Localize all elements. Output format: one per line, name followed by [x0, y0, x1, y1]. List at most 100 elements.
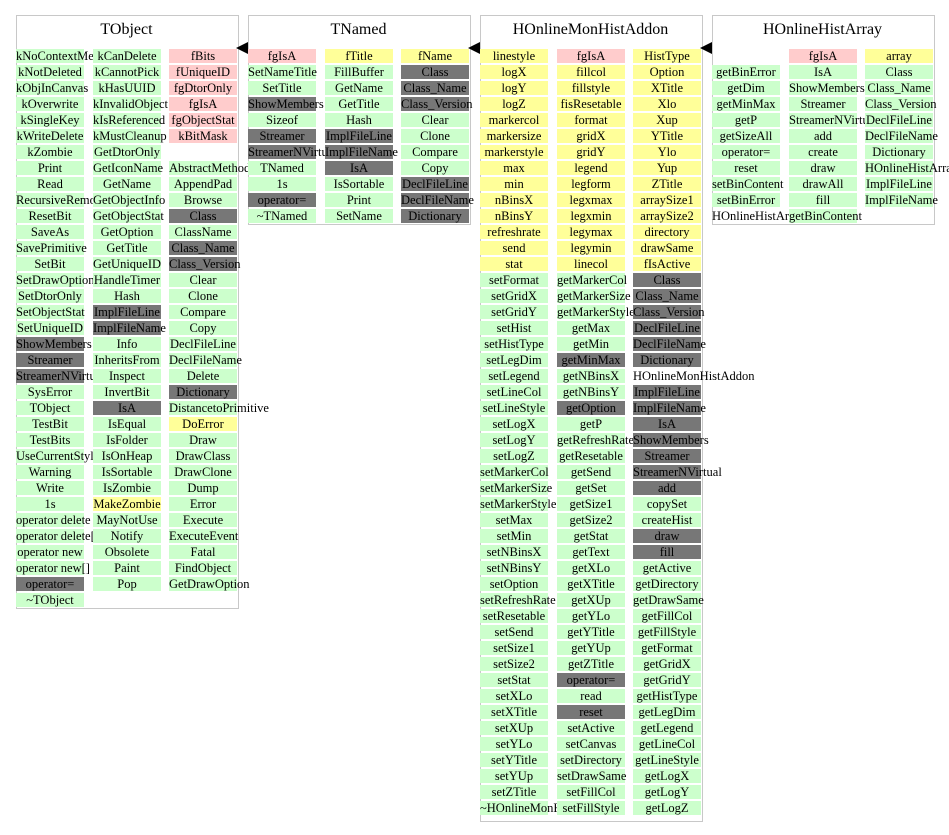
- member-cell: getXLo: [557, 561, 625, 575]
- member-cell: StreamerNVirtual: [248, 145, 337, 159]
- member-cell: kNoContextMenu: [16, 49, 107, 63]
- member-cell: Xup: [633, 113, 701, 127]
- member-cell: 1s: [16, 497, 84, 511]
- honlinehistarray-column-2: fgIsA IsA ShowMembers Streamer StreamerNVirt…: [789, 49, 878, 223]
- member-cell: setMarkerStyle: [480, 497, 557, 511]
- member-cell: kMustCleanup: [93, 129, 167, 143]
- member-cell: fUniqueID: [169, 65, 237, 79]
- member-cell: fill: [789, 193, 857, 207]
- member-cell: setGridX: [480, 289, 548, 303]
- member-cell: Read: [16, 177, 84, 191]
- member-cell: DrawClass: [169, 449, 237, 463]
- member-cell: [712, 49, 780, 63]
- member-cell: Streamer: [16, 353, 84, 367]
- member-cell: Copy: [169, 321, 237, 335]
- member-cell: setMin: [480, 529, 548, 543]
- member-cell: kZombie: [16, 145, 84, 159]
- member-cell: DeclFileName: [169, 353, 242, 367]
- member-cell: fgIsA: [557, 49, 625, 63]
- member-cell: getLegDim: [633, 705, 701, 719]
- member-cell: setNBinsY: [480, 561, 548, 575]
- member-cell: getFormat: [633, 641, 701, 655]
- member-cell: Sizeof: [248, 113, 316, 127]
- member-cell: GetName: [93, 177, 161, 191]
- member-cell: kOverwrite: [16, 97, 84, 111]
- member-cell: ImplFileLine: [93, 305, 161, 319]
- member-cell: Browse: [169, 193, 237, 207]
- member-cell: setYTitle: [480, 753, 548, 767]
- member-cell: setCanvas: [557, 737, 625, 751]
- member-cell: Print: [325, 193, 393, 207]
- member-cell: setResetable: [480, 609, 548, 623]
- member-cell: FindObject: [169, 561, 237, 575]
- member-cell: SavePrimitive: [16, 241, 87, 255]
- member-cell: reset: [712, 161, 780, 175]
- member-cell: Delete: [169, 369, 237, 383]
- member-cell: Class_Name: [169, 241, 237, 255]
- member-cell: Streamer: [789, 97, 857, 111]
- member-cell: IsA: [93, 401, 161, 415]
- member-cell: Inspect: [93, 369, 161, 383]
- member-cell: legymax: [557, 225, 625, 239]
- member-cell: getP: [557, 417, 625, 431]
- member-cell: getLineStyle: [633, 753, 701, 767]
- member-cell: SetNameTitle: [248, 65, 317, 79]
- member-cell: getXTitle: [557, 577, 625, 591]
- member-cell: draw: [789, 161, 857, 175]
- member-cell: XTitle: [633, 81, 701, 95]
- member-cell: DeclFileName: [401, 193, 474, 207]
- member-cell: fisResetable: [557, 97, 625, 111]
- member-cell: SetUniqueID: [16, 321, 84, 335]
- member-cell: operator new[]: [16, 561, 90, 575]
- member-cell: setSend: [480, 625, 548, 639]
- member-cell: ShowMembers: [789, 81, 865, 95]
- member-cell: refreshrate: [480, 225, 548, 239]
- member-cell: getDim: [712, 81, 780, 95]
- inheritance-arrow-honlinehistarray: [700, 42, 712, 54]
- inheritance-arrow-tnamed: [236, 42, 248, 54]
- member-cell: DeclFileLine: [169, 337, 237, 351]
- member-cell: Streamer: [633, 449, 701, 463]
- member-cell: ImplFileLine: [325, 129, 393, 143]
- member-cell: array: [865, 49, 933, 63]
- member-cell: Write: [16, 481, 84, 495]
- member-cell: copySet: [633, 497, 701, 511]
- member-cell: getMax: [557, 321, 625, 335]
- member-cell: Draw: [169, 433, 237, 447]
- honlinehistarray-column-1: getBinError getDim getMinMax getP getSizeAll…: [712, 49, 805, 223]
- tnamed-column-2: fTitle FillBuffer GetName GetTitle Hash ImplF…: [325, 49, 398, 223]
- member-cell: setXLo: [480, 689, 548, 703]
- member-cell: operator=: [16, 577, 84, 591]
- member-cell: setNBinsX: [480, 545, 548, 559]
- member-cell: Compare: [169, 305, 237, 319]
- member-cell: kObjInCanvas: [16, 81, 89, 95]
- member-cell: GetIconName: [93, 161, 164, 175]
- member-cell: stat: [480, 257, 548, 271]
- member-cell: drawSame: [633, 241, 701, 255]
- member-cell: ImplFileLine: [865, 177, 933, 191]
- member-cell: fill: [633, 545, 701, 559]
- member-cell: DeclFileLine: [865, 113, 933, 127]
- member-cell: SetDrawOption: [16, 273, 95, 287]
- member-cell: IsA: [789, 65, 857, 79]
- member-cell: getMin: [557, 337, 625, 351]
- member-cell: ShowMembers: [16, 337, 92, 351]
- member-cell: getLogX: [633, 769, 701, 783]
- member-cell: getBinContent: [789, 209, 862, 223]
- member-cell: logZ: [480, 97, 548, 111]
- member-cell: SetBit: [16, 257, 84, 271]
- member-cell: Obsolete: [93, 545, 161, 559]
- member-cell: Print: [16, 161, 84, 175]
- member-cell: setZTitle: [480, 785, 548, 799]
- member-cell: Class_Version: [633, 305, 705, 319]
- member-cell: legymin: [557, 241, 625, 255]
- member-cell: GetObjectInfo: [93, 193, 166, 207]
- honlinehistarray-column-3: array Class Class_Name Class_Version DeclFil…: [865, 49, 949, 223]
- member-cell: createHist: [633, 513, 701, 527]
- member-cell: Clear: [401, 113, 469, 127]
- member-cell: Dump: [169, 481, 237, 495]
- member-cell: setBinError: [712, 193, 780, 207]
- member-cell: Xlo: [633, 97, 701, 111]
- member-cell: arraySize2: [633, 209, 701, 223]
- member-cell: logY: [480, 81, 548, 95]
